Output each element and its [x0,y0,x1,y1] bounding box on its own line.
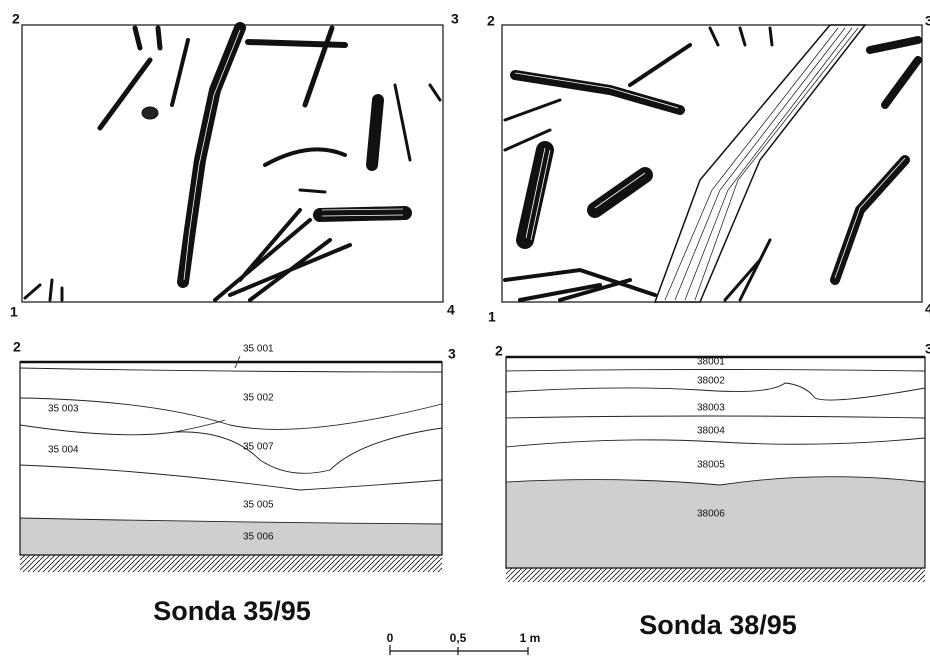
layer-label: 38006 [697,509,725,520]
layer-label: 38005 [697,460,725,471]
corner-label: 3 [925,341,930,357]
corner-label: 3 [451,11,459,27]
corner-label: 2 [13,339,21,355]
right-section [505,355,926,582]
scale-bar [389,645,529,655]
layer-label: 35 007 [243,442,274,453]
layer-label: 38004 [697,426,725,437]
left-section [19,355,443,572]
scale-label: 0,5 [450,631,467,645]
corner-label: 4 [447,302,455,318]
corner-label: 4 [925,301,930,317]
scale-label: 1 m [520,631,541,645]
corner-label: 2 [495,343,503,359]
scale-label: 0 [387,631,394,645]
corner-label: 3 [925,13,930,29]
layer-label: 35 001 [243,344,274,355]
layer-label: 35 006 [243,532,274,543]
layer-label: 35 005 [243,500,274,511]
layer-label: 38002 [697,376,725,387]
layer-label: 35 002 [243,393,274,404]
layer-label: 38001 [697,357,725,368]
title: Sonda 35/95 [153,596,311,626]
left-plan [21,22,444,303]
corner-label: 1 [488,309,496,325]
layer-label: 35 004 [48,445,79,456]
corner-label: 2 [12,11,20,27]
layer-label: 38003 [697,403,725,414]
corner-label: 3 [448,346,456,362]
title: Sonda 38/95 [639,610,797,640]
right-plan [501,24,923,303]
corner-label: 2 [487,13,495,29]
layer-label: 35 003 [48,404,79,415]
corner-label: 1 [10,304,18,320]
